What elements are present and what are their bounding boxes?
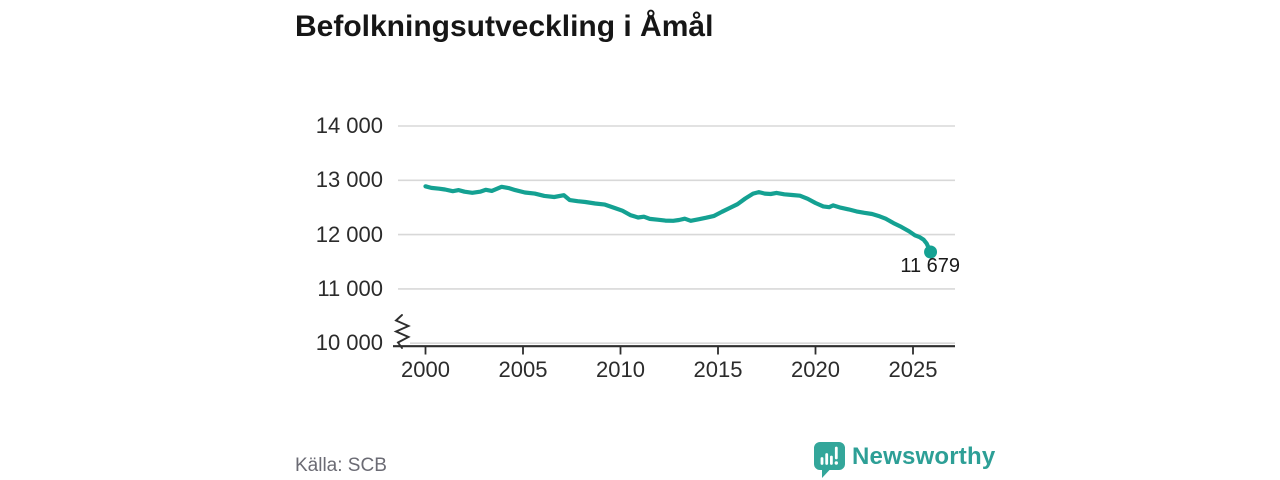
x-tick-label-2025: 2025 xyxy=(888,357,938,382)
source-caption: Källa: SCB xyxy=(295,455,387,476)
last-value-dot xyxy=(924,245,938,259)
newsworthy-bubble-chart-icon xyxy=(814,442,845,478)
x-tick-label-2005: 2005 xyxy=(498,357,548,382)
chart-title: Befolkningsutveckling i Åmål xyxy=(295,10,714,43)
population-series-line xyxy=(423,184,933,255)
x-tick-label-2015: 2015 xyxy=(693,357,743,382)
last-value-label: 11 679 xyxy=(900,255,960,277)
x-tick-label-2010: 2010 xyxy=(596,357,645,382)
y-tick-label-12000: 12 000 xyxy=(315,221,383,247)
axis-break-zigzag xyxy=(393,314,411,349)
y-tick-label-14000: 14 000 xyxy=(315,113,383,138)
y-tick-label-13000: 13 000 xyxy=(315,167,383,193)
newsworthy-logo: Newsworthy xyxy=(814,442,995,478)
y-tick-label-11000: 11 000 xyxy=(317,275,383,301)
y-tick-label-10000: 10 000 xyxy=(315,330,383,356)
newsworthy-wordmark: Newsworthy xyxy=(852,443,996,470)
x-tick-label-2020: 2020 xyxy=(791,357,840,382)
x-tick-label-2000: 2000 xyxy=(401,357,450,382)
